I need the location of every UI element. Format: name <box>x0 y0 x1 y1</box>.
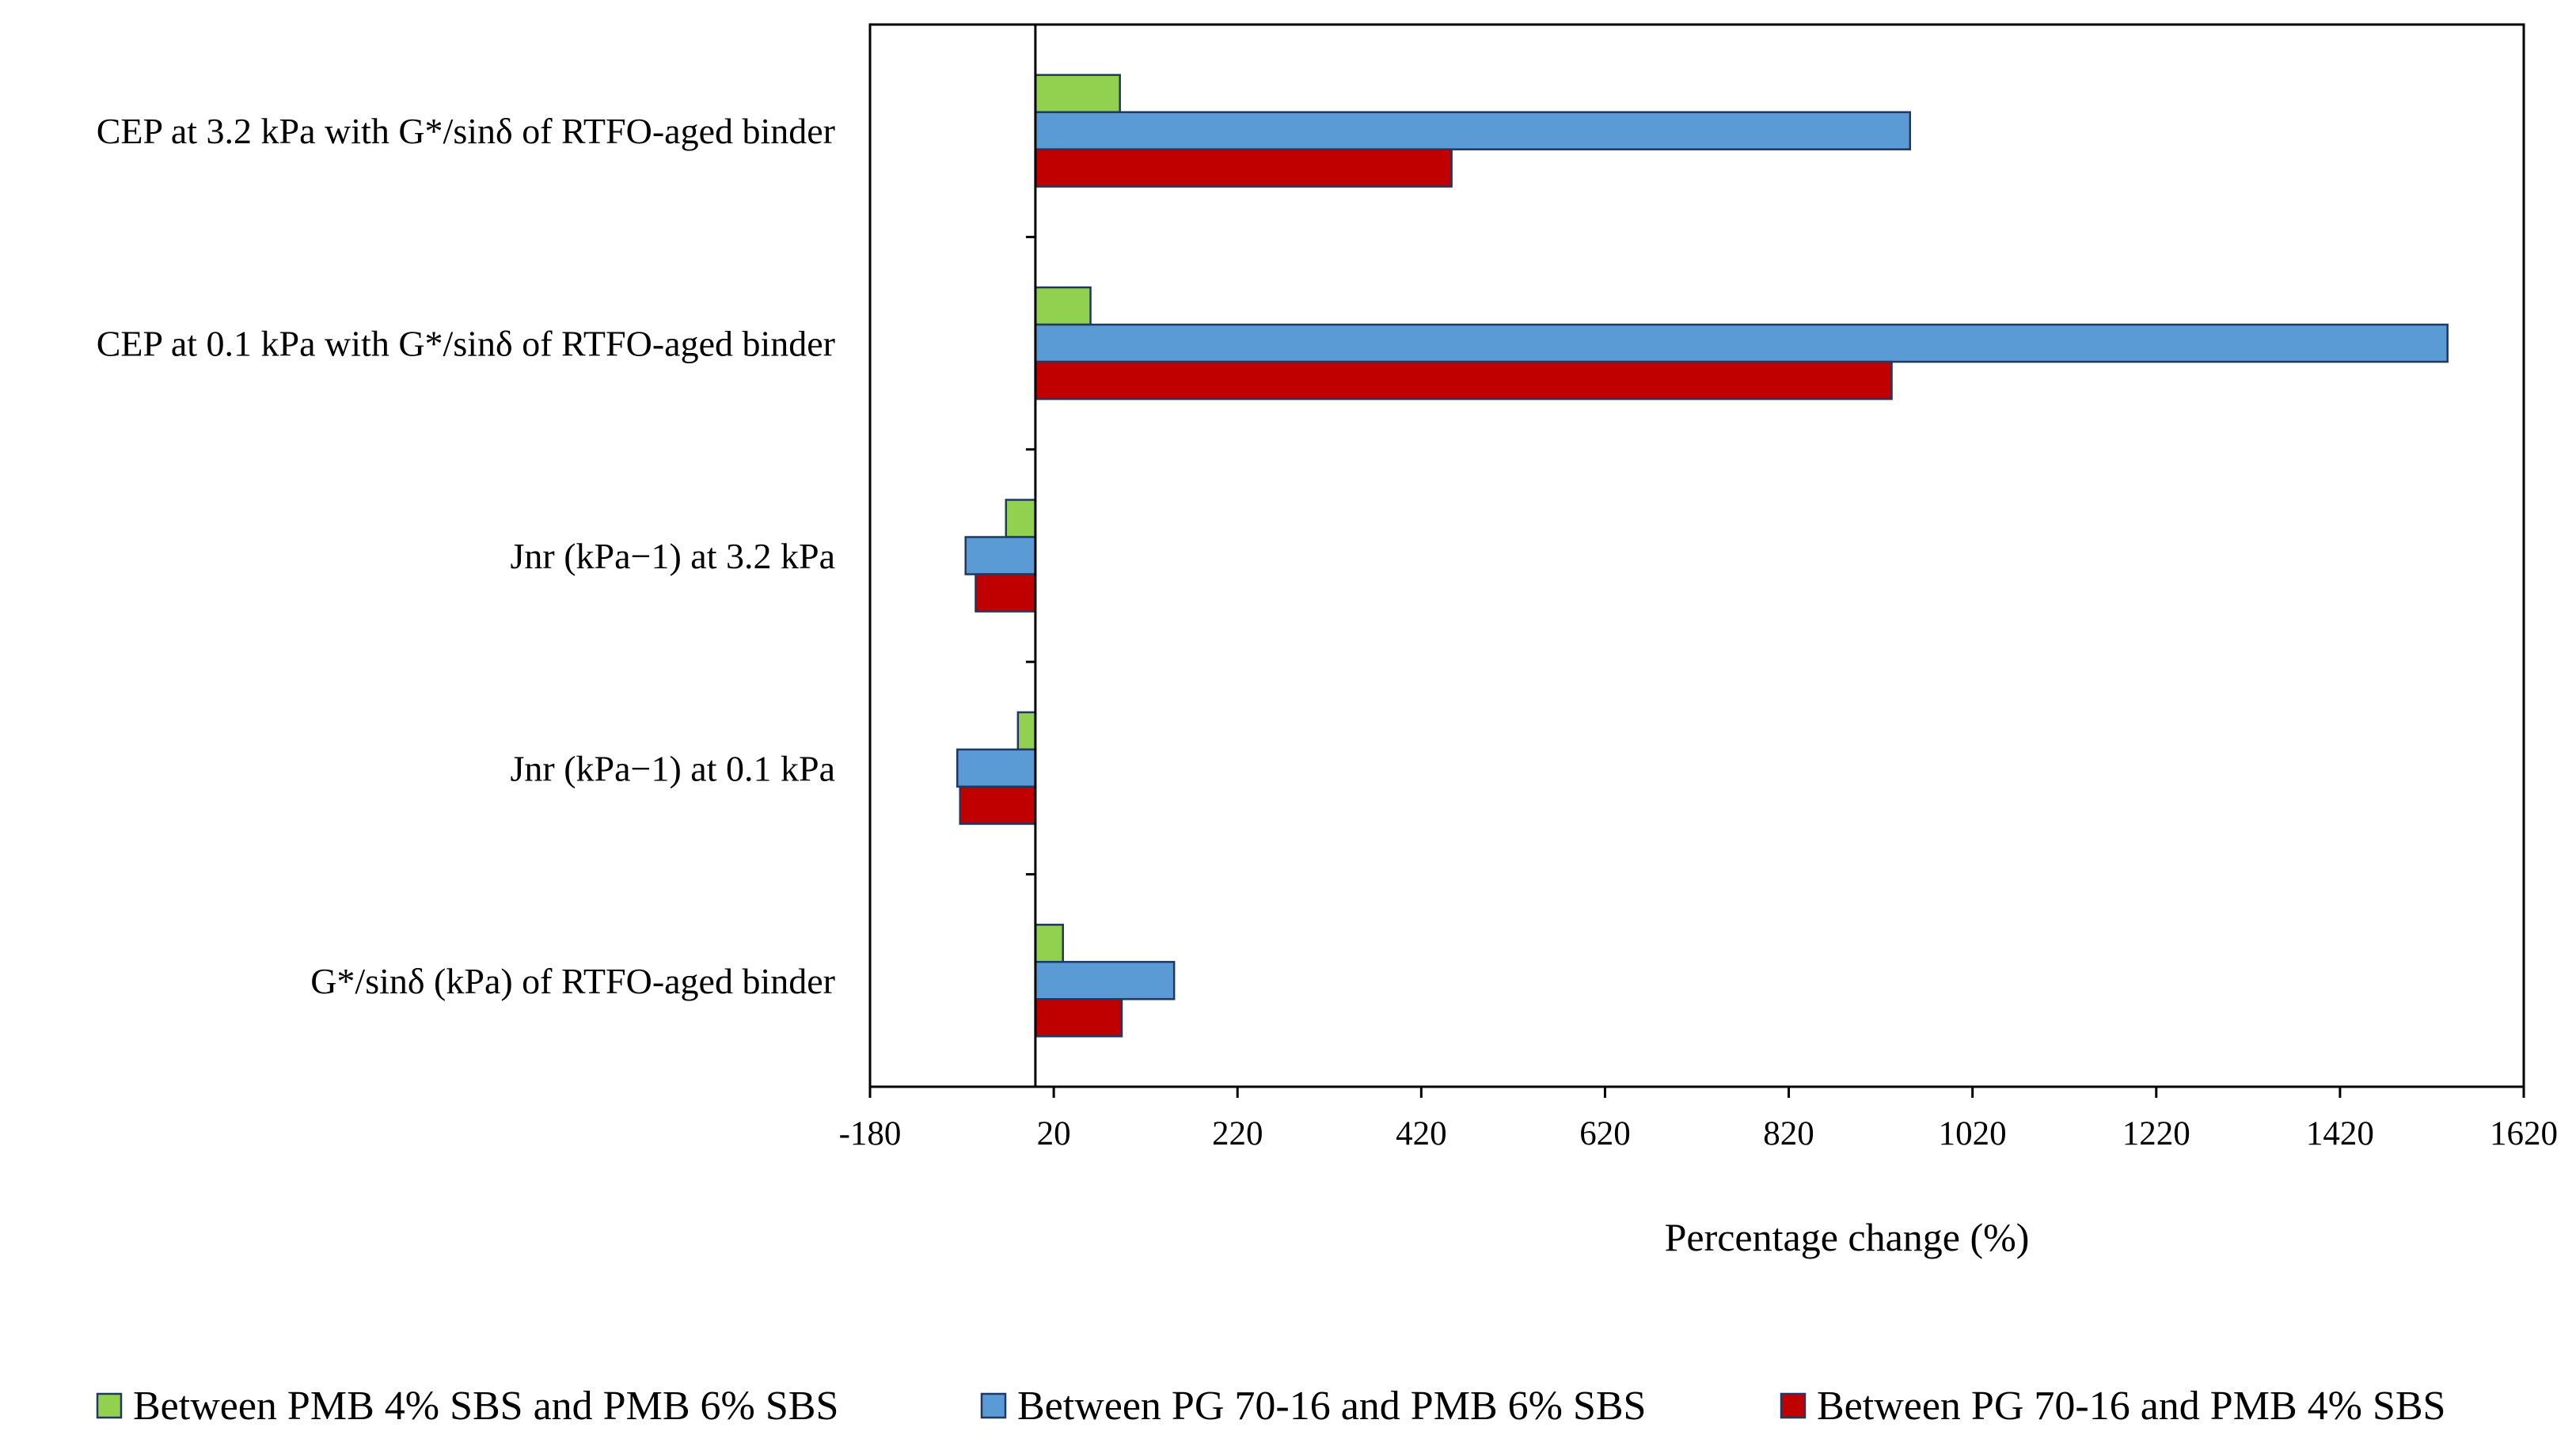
bars-layer <box>956 74 2449 1038</box>
category-label: Jnr (kPa−1) at 0.1 kPa <box>511 748 836 788</box>
bar <box>964 536 1037 575</box>
bar <box>959 785 1037 826</box>
bar <box>1034 961 1176 1000</box>
category-label: CEP at 3.2 kPa with G*/sinδ of RTFO-aged… <box>97 111 835 151</box>
bar <box>1034 998 1123 1038</box>
legend-label: Between PMB 4% SBS and PMB 6% SBS <box>133 1384 838 1429</box>
x-tick-label: 1620 <box>2490 1115 2558 1152</box>
bar <box>956 748 1037 788</box>
x-tick-label: 220 <box>1212 1115 1263 1152</box>
x-tick-label: 1420 <box>2306 1115 2374 1152</box>
bar <box>1034 74 1121 113</box>
legend: Between PMB 4% SBS and PMB 6% SBS Between… <box>96 1384 2445 1429</box>
x-tick-label: 1020 <box>1939 1115 2007 1152</box>
plot-area-frame <box>868 23 2525 1088</box>
legend-swatch <box>980 1392 1007 1419</box>
category-label: Jnr (kPa−1) at 3.2 kPa <box>511 536 836 576</box>
bar <box>1016 711 1037 751</box>
legend-swatch <box>96 1392 123 1419</box>
legend-swatch <box>1780 1392 1807 1419</box>
category-label: G*/sinδ (kPa) of RTFO-aged binder <box>310 961 835 1001</box>
bar <box>1034 286 1092 326</box>
x-tick-label: 420 <box>1396 1115 1447 1152</box>
x-axis-title: Percentage change (%) <box>1665 1215 2030 1259</box>
legend-label: Between PG 70-16 and PMB 4% SBS <box>1817 1384 2445 1429</box>
bar <box>1034 111 1911 150</box>
bar <box>1034 924 1064 963</box>
x-axis-ticks: -180 20 220 420 620 820 1020 1220 1420 1620 <box>839 1087 2558 1152</box>
category-labels: CEP at 3.2 kPa with G*/sinδ of RTFO-aged… <box>97 111 835 1001</box>
bar <box>1034 360 1893 401</box>
x-tick-label: -180 <box>839 1115 902 1152</box>
category-ticks <box>1025 235 1035 876</box>
x-tick-label: 620 <box>1579 1115 1631 1152</box>
x-tick-label: 1220 <box>2122 1115 2190 1152</box>
x-tick-label: 820 <box>1763 1115 1814 1152</box>
bar <box>1034 323 2449 363</box>
bar <box>1034 148 1453 188</box>
legend-label: Between PG 70-16 and PMB 6% SBS <box>1017 1384 1646 1429</box>
bar <box>1005 499 1037 538</box>
x-tick-label: 20 <box>1037 1115 1071 1152</box>
category-label: CEP at 0.1 kPa with G*/sinδ of RTFO-aged… <box>97 324 835 364</box>
bar <box>975 573 1037 613</box>
